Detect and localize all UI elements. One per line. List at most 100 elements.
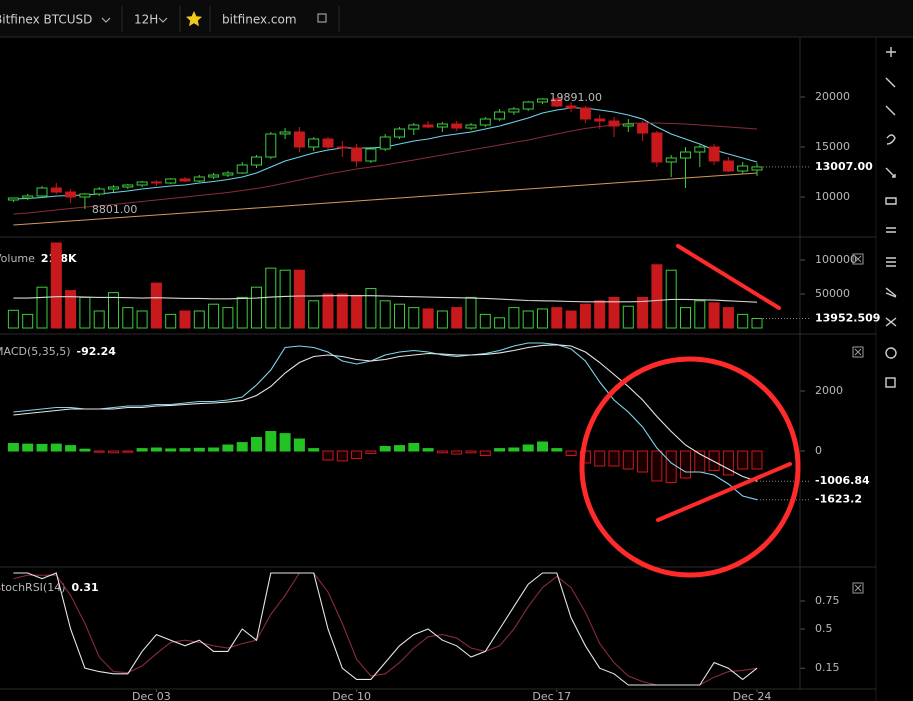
histogram-bar: [379, 446, 391, 452]
volume-bar: [236, 296, 248, 329]
last-value-label: -1006.84: [815, 474, 870, 487]
pane-close-buttons[interactable]: [852, 253, 864, 594]
volume-bar: [22, 313, 34, 329]
histogram-bar: [451, 450, 463, 455]
candle-body: [122, 184, 134, 188]
histogram-bar: [565, 450, 577, 457]
volume-bar: [36, 286, 48, 329]
pane-value: 0.31: [72, 581, 99, 594]
dropdown-arrow[interactable]: [158, 17, 168, 23]
candle-body: [336, 146, 348, 149]
site[interactable]: bitfinex.com: [222, 13, 297, 27]
histogram-bar: [722, 450, 734, 476]
y-tick-label: 0: [815, 444, 822, 457]
interval[interactable]: 12H: [134, 13, 158, 27]
y-tick-label: 10000: [815, 190, 850, 203]
candle-body: [193, 176, 205, 182]
candle-body: [537, 98, 548, 103]
volume-bar: [565, 310, 577, 329]
candle-body: [394, 128, 405, 138]
candle-body: [65, 191, 77, 198]
candle-body: [7, 197, 19, 201]
toolbar: [0, 0, 913, 37]
histogram-bar: [79, 448, 91, 452]
candle-body: [451, 123, 463, 129]
volume-bar: [108, 292, 119, 329]
histogram-bar: [165, 448, 177, 452]
pane-value: -92.24: [77, 345, 117, 358]
candle-body: [150, 181, 162, 184]
histogram-bar: [351, 450, 363, 460]
y-tick-label: 0.15: [815, 661, 840, 674]
candle-body: [722, 160, 734, 172]
candle-body: [622, 123, 634, 127]
y-tick-label: 20000: [815, 90, 850, 103]
low-label: 8801.00: [92, 203, 137, 216]
histogram-bar: [7, 443, 19, 452]
candle-body: [93, 188, 105, 195]
volume-bar: [365, 288, 377, 329]
indicator-line: [13, 122, 758, 215]
volume-bar: [50, 242, 62, 329]
candle-body: [522, 101, 534, 110]
histogram-bar: [193, 447, 205, 452]
pane-title: Volume: [0, 252, 35, 265]
candle-body: [22, 195, 34, 199]
y-tick-label: 2000: [815, 384, 843, 397]
volume-bar: [93, 310, 105, 329]
volume-bar: [479, 313, 491, 329]
histogram-bar: [680, 450, 691, 479]
volume-bar: [65, 290, 77, 329]
symbol[interactable]: Bitfinex BTCUSD: [0, 13, 92, 27]
x-tick-label: Dec 03: [132, 690, 171, 701]
volume-bar: [708, 302, 720, 329]
high-label: 19891.00: [550, 91, 603, 104]
candle-body: [322, 138, 334, 148]
candle-body: [565, 105, 577, 109]
markup-annotations: [579, 244, 801, 578]
histogram-bar: [236, 442, 248, 452]
popout-icon[interactable]: [317, 13, 327, 23]
candle-body: [165, 178, 177, 184]
volume-bar: [165, 313, 177, 329]
histogram-bar: [50, 443, 62, 452]
volume-bar: [193, 310, 205, 329]
x-tick-label: Dec 17: [532, 690, 571, 701]
volume-bar: [351, 294, 363, 329]
volume-bar: [150, 282, 162, 329]
candle-body: [365, 148, 377, 162]
histogram-bar: [594, 450, 606, 467]
drawing-tools[interactable]: [885, 47, 897, 388]
candle-body: [50, 187, 62, 193]
volume-bar: [79, 296, 91, 329]
candle-body: [494, 111, 506, 120]
candle-body: [222, 172, 234, 176]
candle-body: [465, 124, 477, 129]
indicator-line: [13, 172, 758, 226]
favorite-star[interactable]: [186, 11, 202, 27]
volume-bar: [494, 317, 506, 329]
dropdown-arrow[interactable]: [101, 17, 111, 23]
volume-bar: [537, 308, 548, 329]
histogram-bar: [179, 448, 191, 452]
candle-body: [36, 187, 48, 197]
histogram-bar: [394, 445, 405, 452]
histogram-bar: [136, 448, 148, 452]
y-tick-label: 50000: [815, 287, 850, 300]
x-tick-label: Dec 10: [332, 690, 371, 701]
candle-body: [308, 138, 320, 148]
histogram-bar: [551, 448, 563, 452]
histogram-bar: [637, 450, 649, 473]
histogram-bar: [508, 447, 520, 452]
last-price-label: 13007.00: [815, 160, 873, 173]
candle-body: [608, 120, 620, 127]
histogram-bar: [494, 448, 506, 452]
indicator-line: [13, 295, 758, 303]
histogram-bar: [279, 433, 291, 452]
candle-body: [479, 118, 491, 126]
y-tick-label: 0.5: [815, 622, 833, 635]
